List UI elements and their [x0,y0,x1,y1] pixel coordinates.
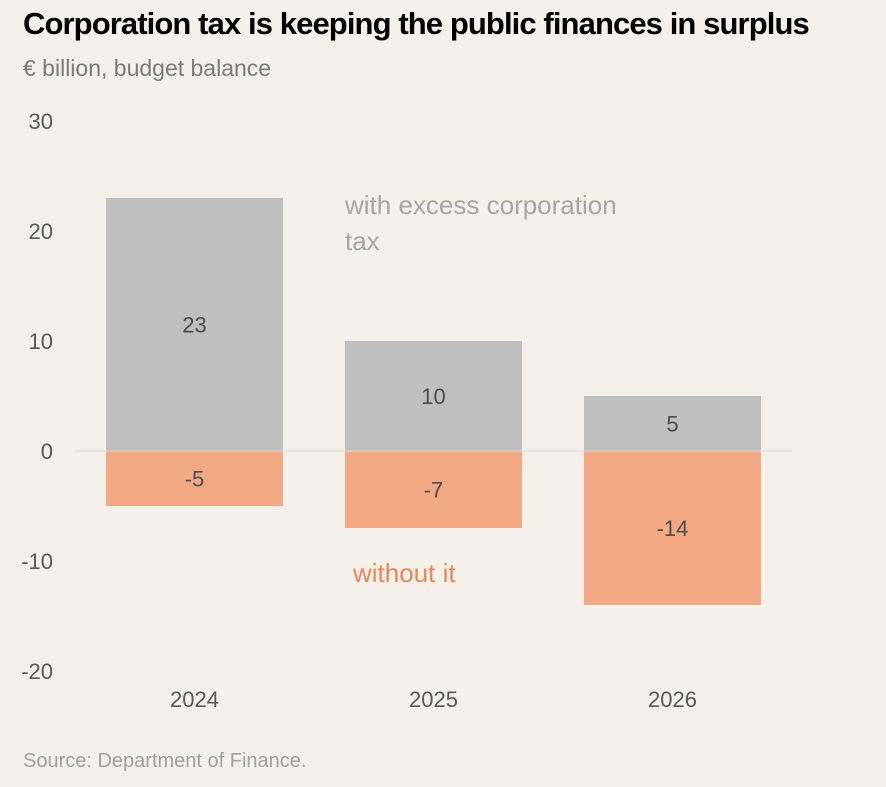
bar-without-2026 [584,451,761,605]
data-labels: 23 -5 10 -7 5 -14 [182,313,688,542]
y-tick-label: -20 [21,659,53,684]
bar-with-excess-2024 [106,198,283,451]
y-tick-label: 10 [29,329,53,354]
annotation-with-line-1: with excess corporation [344,190,617,220]
chart-title: Corporation tax is keeping the public fi… [23,6,810,41]
y-axis: 30 20 10 0 -10 -20 [21,109,53,684]
y-tick-label: 20 [29,219,53,244]
y-tick-label: -10 [21,549,53,574]
x-tick-label: 2026 [648,687,697,712]
bar-without-2025 [345,451,522,528]
y-tick-label: 30 [29,109,53,134]
x-tick-label: 2024 [170,687,219,712]
bar-with-excess-2026 [584,396,761,451]
y-tick-label: 0 [41,439,53,464]
data-label-bar-with-excess-2025: 10 [421,384,445,409]
bar-without-2024 [106,451,283,506]
data-label-bar-without-2024: -5 [185,467,205,492]
x-tick-label: 2025 [409,687,458,712]
x-axis: 2024 2025 2026 [170,687,697,712]
annotation-without-it: without it [352,558,456,588]
bar-with-excess-2025 [345,341,522,451]
annotation-with-excess: with excess corporation tax [344,190,624,256]
data-label-bar-without-2025: -7 [424,478,444,503]
bars [106,198,761,605]
annotation-with-line-2: tax [345,226,380,256]
source-note: Source: Department of Finance. [23,750,307,772]
data-label-bar-without-2026: -14 [657,516,689,541]
data-label-bar-with-excess-2024: 23 [182,313,206,338]
chart-subtitle: € billion, budget balance [23,55,272,81]
data-label-bar-with-excess-2026: 5 [666,412,678,437]
